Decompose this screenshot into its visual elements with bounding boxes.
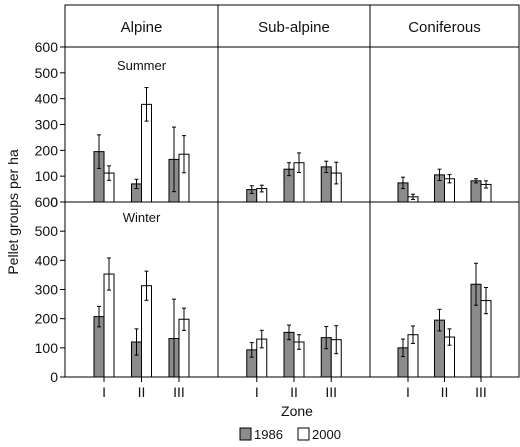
legend-label-2000: 2000 [312, 427, 341, 442]
column-header-sub-alpine: Sub-alpine [258, 19, 330, 36]
y-tick-label: 100 [35, 168, 59, 184]
y-tick-label: 400 [35, 91, 59, 107]
row-label-winter: Winter [123, 210, 161, 225]
legend-swatch-1986 [239, 427, 252, 441]
x-tick-label: I [406, 384, 410, 400]
x-tick-label: III [325, 384, 337, 400]
y-tick-label: 200 [35, 142, 59, 158]
x-tick-label: II [441, 384, 449, 400]
y-tick-label: 300 [35, 117, 59, 133]
y-tick-label: 300 [35, 282, 59, 298]
y-tick-label: 400 [35, 252, 59, 268]
x-tick-label: I [255, 384, 259, 400]
x-axis-label: Zone [281, 403, 313, 419]
legend-label-1986: 1986 [254, 427, 283, 442]
y-tick-label: 600 [35, 39, 59, 55]
y-tick-label: 100 [35, 340, 59, 356]
x-tick-label: I [102, 384, 106, 400]
x-tick-label: II [290, 384, 298, 400]
bars [93, 87, 492, 378]
row-labels: Summer Winter [117, 58, 167, 225]
row-label-summer: Summer [117, 58, 167, 73]
x-tick-label: III [173, 384, 185, 400]
legend-swatch-2000 [297, 427, 310, 441]
column-header-coniferous: Coniferous [408, 19, 481, 36]
y-tick-label: 200 [35, 311, 59, 327]
column-headers: Alpine Sub-alpine Coniferous [121, 19, 481, 36]
y-tick-label: 0 [50, 369, 58, 385]
y-tick-label: 0 [50, 194, 58, 210]
y-tick-label: 500 [35, 65, 59, 81]
y-tick-label: 600 [35, 194, 59, 210]
y-axis-label: Pellet groups per ha [5, 149, 21, 275]
legend: 1986 2000 [239, 427, 341, 442]
bar-1986-summer-coniferous-III [470, 180, 482, 203]
column-header-alpine: Alpine [121, 19, 163, 36]
x-tick-label: II [138, 384, 146, 400]
x-axis: I II III I II III I II III [102, 377, 487, 400]
y-tick-label: 500 [35, 223, 59, 239]
x-tick-label: III [475, 384, 487, 400]
